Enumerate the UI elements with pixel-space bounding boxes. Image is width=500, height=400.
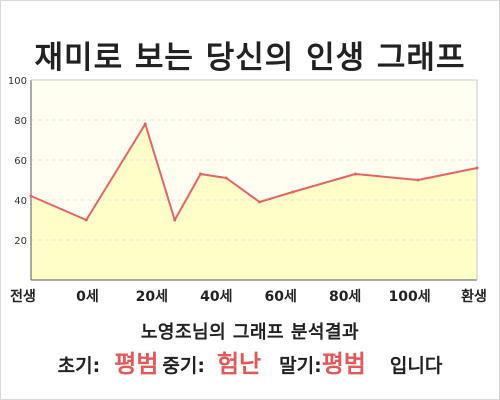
data-point bbox=[143, 122, 147, 126]
data-point bbox=[84, 218, 88, 222]
data-point bbox=[416, 178, 420, 182]
mid-label: 중기: bbox=[162, 355, 205, 377]
ending-text: 입니다 bbox=[389, 355, 443, 377]
early-label: 초기: bbox=[57, 355, 101, 377]
x-tick-label: 60세 bbox=[265, 289, 297, 305]
x-tick-label: 0세 bbox=[76, 289, 99, 305]
x-tick-label: 20세 bbox=[136, 289, 168, 305]
late-value: 평범 bbox=[321, 350, 366, 378]
area-fill bbox=[31, 124, 477, 280]
y-tick-label: 80 bbox=[14, 116, 27, 127]
data-point bbox=[291, 190, 295, 194]
y-tick-label: 40 bbox=[14, 196, 27, 207]
x-tick-label: 100세 bbox=[389, 289, 431, 305]
late-label: 말기: bbox=[279, 355, 322, 377]
y-tick-label: 20 bbox=[14, 236, 27, 247]
x-tick-label: 40세 bbox=[200, 289, 232, 305]
data-point bbox=[475, 166, 479, 170]
data-point bbox=[353, 172, 357, 176]
y-tick-label: 60 bbox=[14, 156, 27, 167]
data-point bbox=[224, 176, 228, 180]
x-tick-label: 환생 bbox=[461, 288, 487, 305]
y-tick-label: 100 bbox=[8, 76, 27, 87]
analysis-result: 초기: 평범 중기: 험난 말기:평범 입니다 bbox=[0, 344, 500, 379]
data-point bbox=[199, 172, 203, 176]
early-value: 평범 bbox=[114, 350, 159, 378]
mid-value: 험난 bbox=[216, 350, 262, 378]
data-point bbox=[29, 194, 33, 198]
analysis-summary: 노영조님의 그래프 분석결과 bbox=[140, 322, 360, 343]
life-graph-chart: 20 40 60 80 100 전생 0세 20세 40세 60세 80세 100세 환생 bbox=[8, 76, 487, 305]
data-point bbox=[173, 218, 177, 222]
x-tick-label: 80세 bbox=[329, 289, 361, 305]
x-tick-label: 전생 bbox=[10, 288, 36, 305]
page-title: 재미로 보는 당신의 인생 그래프 bbox=[34, 40, 466, 76]
data-point bbox=[258, 200, 262, 204]
